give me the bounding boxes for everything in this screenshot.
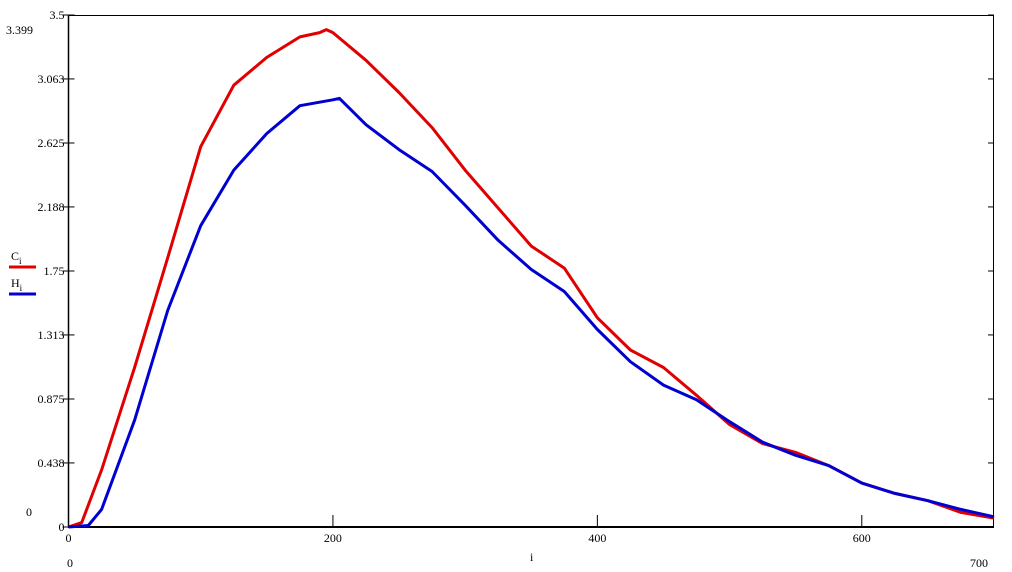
x-tick-label: 200	[324, 531, 342, 545]
x-max-marker-label: 700	[970, 556, 988, 570]
y-tick-label: 3.5	[50, 8, 65, 22]
y-max-marker-label: 3.399	[6, 23, 33, 37]
x-axis-label: i	[530, 550, 534, 564]
y-tick-label: 1.313	[38, 328, 65, 342]
y-tick-label: 0.438	[38, 456, 65, 470]
y-tick-label: 3.063	[38, 72, 65, 86]
x-tick-label: 400	[588, 531, 606, 545]
series-line-c	[68, 28, 995, 529]
y-tick-label: 0.875	[38, 392, 65, 406]
x-tick-label: 600	[853, 531, 871, 545]
y-tick-label: 2.625	[38, 136, 65, 150]
y-tick-label: 0	[59, 520, 65, 534]
x-min-marker-label: 0	[67, 556, 73, 570]
series-line-h	[68, 96, 995, 529]
legend-label-c: Ci	[11, 249, 22, 266]
x-tick-label: 0	[66, 531, 72, 545]
y-tick-label: 1.75	[44, 264, 65, 278]
y-min-marker-label: 0	[26, 505, 32, 519]
legend: Ci Hi	[9, 249, 36, 296]
legend-label-h: Hi	[11, 276, 23, 293]
y-tick-label: 2.188	[38, 200, 65, 214]
plot-frame	[68, 15, 994, 528]
